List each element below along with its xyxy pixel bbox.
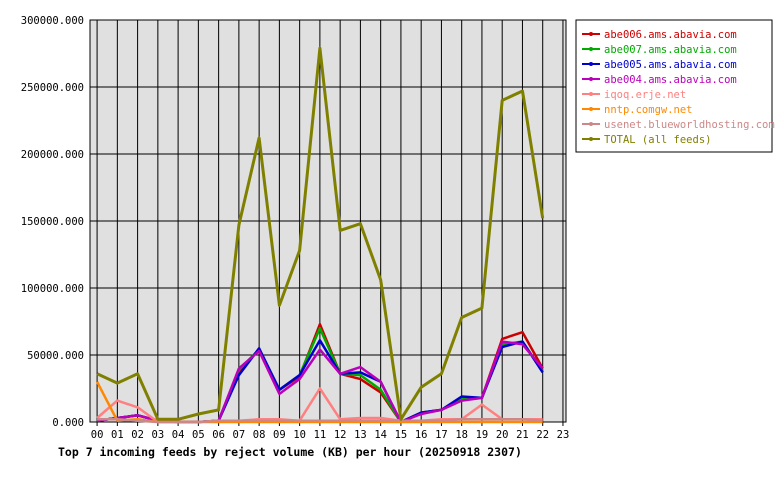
legend-swatch-marker [589, 107, 593, 111]
x-tick-label: 00 [91, 429, 104, 441]
chart-title: Top 7 incoming feeds by reject volume (K… [58, 445, 522, 459]
y-tick-label: 250000.000 [21, 82, 84, 94]
legend-label: abe004.ams.abavia.com [604, 74, 737, 86]
x-tick-label: 11 [314, 429, 327, 441]
legend-swatch-marker [589, 137, 593, 141]
x-tick-label: 13 [354, 429, 367, 441]
legend-label: nntp.comgw.net [604, 104, 693, 116]
y-axis: 0.000 50000.000 100000.000 150000.000 200000… [21, 15, 84, 429]
y-tick-label: 0.000 [52, 417, 84, 429]
legend-swatch-marker [589, 122, 593, 126]
legend-swatch-marker [589, 62, 593, 66]
legend-items: abe006.ams.abavia.com abe007.ams.abavia.c… [582, 29, 775, 146]
series-line-7 [96, 46, 545, 421]
legend-box [575, 19, 773, 153]
x-tick-label: 22 [536, 429, 549, 441]
series-lines [95, 46, 545, 424]
x-tick-label: 18 [455, 429, 468, 441]
legend: abe006.ams.abavia.com abe007.ams.abavia.c… [575, 19, 775, 153]
x-tick-label: 12 [334, 429, 347, 441]
x-tick-label: 23 [557, 429, 570, 441]
x-tick-label: 07 [233, 429, 246, 441]
x-axis: 00 01 02 03 04 05 06 07 08 09 10 11 12 13 14 15 16 17 18 19… [91, 422, 570, 441]
x-tick-label: 08 [253, 429, 266, 441]
x-tick-label: 01 [111, 429, 124, 441]
legend-label: abe007.ams.abavia.com [604, 44, 737, 56]
x-tick-label: 21 [516, 429, 529, 441]
legend-swatch-marker [589, 47, 593, 51]
y-tick-label: 200000.000 [21, 149, 84, 161]
legend-label: abe005.ams.abavia.com [604, 59, 737, 71]
x-tick-label: 10 [293, 429, 306, 441]
x-tick-label: 15 [395, 429, 408, 441]
y-tick-label: 150000.000 [21, 216, 84, 228]
legend-label: TOTAL (all feeds) [604, 134, 711, 146]
x-tick-label: 19 [476, 429, 489, 441]
legend-label: abe006.ams.abavia.com [604, 29, 737, 41]
x-tick-label: 03 [152, 429, 165, 441]
y-tick-label: 100000.000 [21, 283, 84, 295]
legend-label: usenet.blueworldhosting.com [604, 119, 775, 131]
x-tick-label: 06 [212, 429, 225, 441]
x-tick-label: 20 [496, 429, 509, 441]
legend-swatch-marker [589, 92, 593, 96]
x-tick-label: 04 [172, 429, 185, 441]
x-tick-label: 17 [435, 429, 448, 441]
x-tick-label: 16 [415, 429, 428, 441]
legend-label: iqoq.erje.net [604, 89, 686, 101]
x-tick-label: 05 [192, 429, 205, 441]
x-tick-label: 02 [131, 429, 144, 441]
y-tick-label: 300000.000 [21, 15, 84, 27]
x-tick-label: 14 [374, 429, 387, 441]
x-tick-label: 09 [273, 429, 286, 441]
legend-swatch-marker [589, 77, 593, 81]
legend-swatch-marker [589, 32, 593, 36]
y-tick-label: 50000.000 [27, 350, 84, 362]
series-line-6 [97, 418, 543, 424]
